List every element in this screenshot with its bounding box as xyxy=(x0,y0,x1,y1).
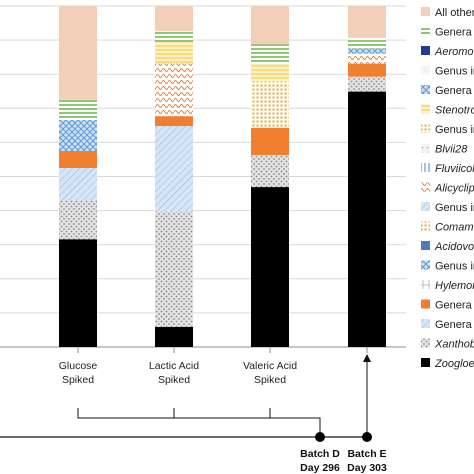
bar-segment xyxy=(59,99,97,120)
bar-segment xyxy=(155,126,193,212)
bar-segment xyxy=(59,119,97,151)
bar-segment xyxy=(348,6,386,38)
batch-bracket xyxy=(77,408,321,437)
legend-swatch xyxy=(421,260,430,270)
batch-marker xyxy=(362,432,372,442)
bar-segment xyxy=(251,187,289,347)
legend-label: Alicyclip xyxy=(434,183,474,195)
bar-segment xyxy=(155,31,193,43)
bars xyxy=(59,6,386,347)
bar-segment xyxy=(348,48,386,54)
legend-label: Genus in xyxy=(435,66,474,78)
bar-segment xyxy=(59,150,97,168)
bar-stack xyxy=(59,6,97,347)
legend-swatch xyxy=(421,7,430,16)
bar-segment xyxy=(251,44,289,65)
batch-label: Batch D xyxy=(300,448,340,460)
batch-marker xyxy=(315,432,325,442)
batch-day-label: Day 296 xyxy=(300,462,340,474)
legend-label: Genus in xyxy=(435,261,474,273)
legend-swatch xyxy=(421,280,430,289)
legend-swatch xyxy=(421,124,430,133)
legend-swatch xyxy=(421,26,430,36)
legend-swatch xyxy=(421,65,430,75)
legend-swatch xyxy=(421,46,430,55)
bar-segment xyxy=(59,200,97,240)
legend-swatch xyxy=(421,299,430,309)
legend-swatch xyxy=(421,338,430,348)
bar-segment xyxy=(348,76,386,92)
bar-segment xyxy=(155,42,193,64)
legend-swatch xyxy=(421,221,430,231)
bar-segment xyxy=(348,37,386,49)
legend-label: Comame xyxy=(435,222,474,234)
legend-label: Zoogloe xyxy=(434,358,474,370)
bar-segment xyxy=(251,127,289,156)
legend-label: All other xyxy=(435,7,474,19)
legend-swatch xyxy=(421,104,430,114)
legend-swatch xyxy=(421,358,430,367)
legend-swatch xyxy=(421,241,430,250)
legend-swatch xyxy=(421,202,430,211)
bar-segment xyxy=(348,91,386,347)
legend-swatch xyxy=(421,319,430,328)
batch-label: Batch E xyxy=(347,448,386,460)
legend-swatch xyxy=(421,163,430,172)
legend-swatch xyxy=(421,85,430,94)
bar-segment xyxy=(155,326,193,347)
arrow-head xyxy=(363,354,371,362)
legend-label: Blvii28 xyxy=(435,144,468,156)
legend: All other Genera in Aeromo Genus in Genera i… xyxy=(421,7,474,370)
bar-segment xyxy=(251,81,289,128)
bar-segment xyxy=(251,64,289,82)
legend-label: Genus in xyxy=(435,124,474,136)
bar-stack xyxy=(251,6,289,347)
bar-segment xyxy=(155,6,193,32)
legend-label: Stenotro xyxy=(435,105,474,117)
legend-label: Genera xyxy=(435,300,473,312)
bar-segment xyxy=(348,53,386,64)
bar-segment xyxy=(251,6,289,45)
legend-label: Genera xyxy=(435,319,473,331)
legend-swatch xyxy=(421,143,430,153)
x-tick-label: Valeric Acid Spiked xyxy=(243,360,297,386)
bar-segment xyxy=(348,63,386,77)
legend-label: Genera in xyxy=(435,27,474,39)
bar-stack xyxy=(155,6,193,347)
batch-day-label: Day 303 xyxy=(347,462,387,474)
x-axis-labels: Glucose Spiked Lactic Acid Spiked Valeric Ac… xyxy=(59,347,368,386)
bar-segment xyxy=(251,155,289,188)
legend-label: Acidovo xyxy=(434,241,474,253)
legend-label: Aeromo xyxy=(434,46,474,58)
legend-label: Genera in xyxy=(435,85,474,97)
bar-segment xyxy=(59,239,97,347)
x-tick-label: Glucose Spiked xyxy=(59,360,98,386)
legend-label: Hylemon xyxy=(435,280,474,292)
legend-label: Fluviicol xyxy=(435,163,474,175)
legend-label: Xanthob xyxy=(434,339,474,351)
legend-label: Genus in xyxy=(435,202,474,214)
bar-stack xyxy=(348,6,386,347)
x-tick-label: Lactic Acid Spiked xyxy=(149,360,199,386)
bar-segment xyxy=(59,167,97,201)
legend-swatch xyxy=(421,182,430,192)
bar-segment xyxy=(155,63,193,117)
bar-segment xyxy=(59,6,97,100)
bar-segment xyxy=(155,211,193,327)
batch-timeline: Batch D Day 296 Batch E Day 303 xyxy=(0,354,387,474)
bar-segment xyxy=(155,116,193,127)
